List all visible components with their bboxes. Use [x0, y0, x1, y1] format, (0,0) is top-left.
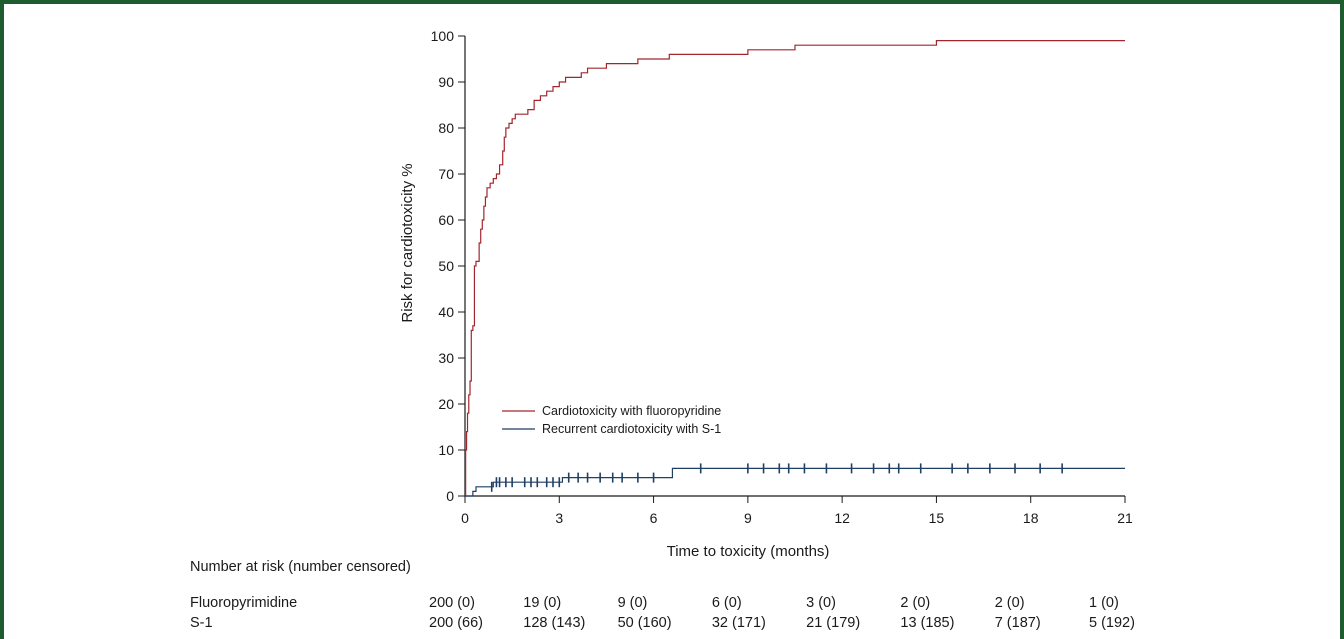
risk-table-cell: 200 (66) — [429, 615, 483, 631]
y-tick-label: 40 — [438, 304, 454, 320]
risk-table-cell: 200 (0) — [429, 595, 475, 611]
x-tick-label: 6 — [650, 510, 658, 526]
y-tick-label: 20 — [438, 396, 454, 412]
risk-table-cell: 7 (187) — [995, 615, 1041, 631]
risk-table: Number at risk (number censored) Fluorop… — [190, 559, 1135, 631]
risk-row-label-fluoro: Fluoropyrimidine — [190, 595, 297, 611]
x-tick-label: 3 — [555, 510, 563, 526]
censor-marks — [490, 463, 1063, 492]
y-tick-label: 0 — [446, 488, 454, 504]
risk-table-cell: 32 (171) — [712, 615, 766, 631]
risk-table-cell: 50 (160) — [618, 615, 672, 631]
x-axis-title: Time to toxicity (months) — [667, 543, 830, 560]
y-tick-label: 70 — [438, 166, 454, 182]
series-lines — [465, 40, 1125, 497]
risk-table-cell: 2 (0) — [995, 595, 1025, 611]
risk-table-cell: 5 (192) — [1089, 615, 1135, 631]
x-tick-label: 0 — [461, 510, 469, 526]
risk-table-cell: 13 (185) — [900, 615, 954, 631]
risk-table-cell: 21 (179) — [806, 615, 860, 631]
risk-table-cell: 19 (0) — [523, 595, 561, 611]
axes: 0 10 20 30 40 50 60 70 80 90 100 0 3 6 9 12 15 18 21 — [431, 28, 1133, 526]
y-tick-label: 100 — [431, 28, 455, 44]
x-tick-label: 12 — [834, 510, 850, 526]
y-tick-label: 30 — [438, 350, 454, 366]
risk-table-cell: 3 (0) — [806, 595, 836, 611]
x-tick-label: 9 — [744, 510, 752, 526]
risk-table-header: Number at risk (number censored) — [190, 559, 411, 575]
risk-row-label-s1: S-1 — [190, 615, 213, 631]
y-tick-label: 50 — [438, 258, 454, 274]
y-tick-label: 80 — [438, 120, 454, 136]
y-tick-label: 10 — [438, 442, 454, 458]
legend-label-fluoro: Cardiotoxicity with fluoropyridine — [542, 404, 721, 418]
x-tick-label: 15 — [929, 510, 945, 526]
risk-table-cell: 2 (0) — [900, 595, 930, 611]
legend: Cardiotoxicity with fluoropyridine Recur… — [502, 404, 721, 436]
legend-label-s1: Recurrent cardiotoxicity with S-1 — [542, 422, 721, 436]
y-tick-label: 60 — [438, 212, 454, 228]
risk-table-cell: 128 (143) — [523, 615, 585, 631]
risk-table-cell: 9 (0) — [618, 595, 648, 611]
x-tick-label: 18 — [1023, 510, 1039, 526]
risk-table-cell: 6 (0) — [712, 595, 742, 611]
series-line-s1 — [465, 467, 1125, 497]
x-tick-label: 21 — [1117, 510, 1133, 526]
y-tick-label: 90 — [438, 74, 454, 90]
risk-table-cell: 1 (0) — [1089, 595, 1119, 611]
series-line-fluoropyridine — [465, 40, 1125, 497]
y-axis-title: Risk for cardiotoxicity % — [399, 163, 416, 322]
